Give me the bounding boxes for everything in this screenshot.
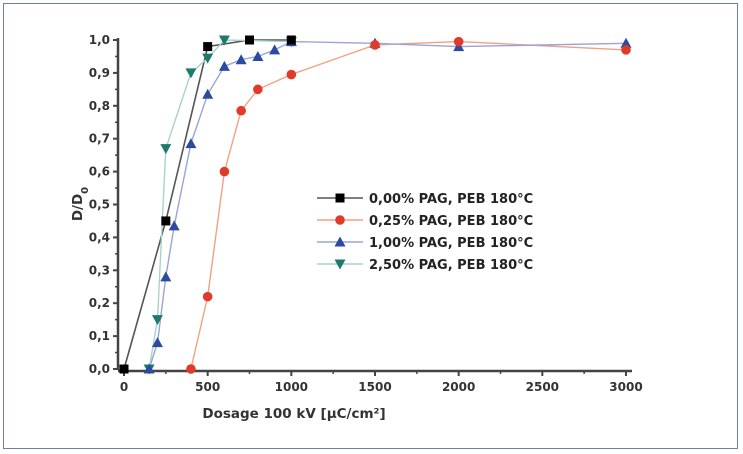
data-point-series-2 <box>202 88 214 99</box>
legend-label: 2,50% PAG, PEB 180°C <box>369 258 533 273</box>
x-tick-label: 1000 <box>275 380 308 394</box>
y-tick-label: 0,0 <box>89 362 110 376</box>
y-tick-label: 0,9 <box>89 66 110 80</box>
x-tick-label: 500 <box>195 380 220 394</box>
y-tick-label: 0,4 <box>89 230 110 244</box>
data-point-series-1 <box>253 84 263 95</box>
data-point-series-0 <box>161 216 171 226</box>
x-tick-label: 1500 <box>358 380 391 394</box>
y-axis-title: D/D0 <box>70 187 91 221</box>
legend-marker <box>334 259 346 270</box>
data-point-series-1 <box>370 40 380 50</box>
legend-item: 0,00% PAG, PEB 180°C <box>317 192 533 207</box>
y-tick-label: 1,0 <box>89 33 110 47</box>
x-tick-label: 0 <box>120 380 128 394</box>
data-point-series-3 <box>202 53 214 64</box>
data-point-series-1 <box>186 364 196 374</box>
y-axis-title-main: D/D <box>70 194 86 221</box>
data-point-series-0 <box>203 42 213 52</box>
data-point-series-3 <box>218 35 230 46</box>
x-tick-label: 2500 <box>526 380 559 394</box>
data-point-series-2 <box>185 138 197 149</box>
data-point-series-2 <box>620 37 632 48</box>
y-tick-label: 0,5 <box>89 198 110 212</box>
data-point-series-3 <box>185 68 197 79</box>
data-point-series-0 <box>245 35 254 45</box>
legend-label: 0,25% PAG, PEB 180°C <box>369 214 533 229</box>
legend-marker <box>335 193 345 203</box>
y-tick-label: 0,2 <box>89 296 110 310</box>
data-point-series-1 <box>219 166 230 177</box>
data-point-series-3 <box>160 144 172 155</box>
legend-marker <box>335 215 345 225</box>
y-tick-label: 0,6 <box>89 165 110 179</box>
data-point-series-0 <box>286 35 296 45</box>
data-point-series-0 <box>119 364 129 374</box>
data-point-series-2 <box>143 363 155 374</box>
legend: 0,00% PAG, PEB 180°C 0,25% PAG, PEB 180°C… <box>317 192 533 273</box>
figure-frame <box>3 3 738 449</box>
data-point-series-2 <box>269 44 281 55</box>
data-point-series-1 <box>236 105 246 116</box>
series-line-2 <box>148 40 627 370</box>
x-tick-label: 3000 <box>609 380 642 394</box>
data-point-series-1 <box>286 69 297 80</box>
y-axis-title-sub: 0 <box>80 187 91 194</box>
data-point-series-2 <box>168 220 180 231</box>
data-point-series-2 <box>160 271 172 282</box>
axes: 0,0 0,1 0,2 0,3 0,4 0,5 0,6 0,7 0,8 0,9 1,0 0 500 100… <box>89 33 643 394</box>
x-tick-label: 2000 <box>442 380 475 394</box>
legend-item: 2,50% PAG, PEB 180°C <box>317 258 533 273</box>
data-point-series-2 <box>218 60 230 71</box>
legend-marker <box>334 236 346 247</box>
y-tick-label: 0,7 <box>89 132 110 146</box>
data-point-series-2 <box>151 337 163 348</box>
legend-label: 0,00% PAG, PEB 180°C <box>369 192 533 207</box>
data-point-series-1 <box>453 36 464 47</box>
data-point-series-2 <box>252 50 264 61</box>
y-tick-label: 0,1 <box>89 329 110 343</box>
y-tick-label: 0,3 <box>89 263 110 277</box>
legend-item: 0,25% PAG, PEB 180°C <box>317 214 533 229</box>
data-point-series-2 <box>235 54 247 65</box>
data-point-series-1 <box>621 45 631 55</box>
legend-item: 1,00% PAG, PEB 180°C <box>317 236 533 251</box>
data-point-series-3 <box>151 315 163 326</box>
legend-label: 1,00% PAG, PEB 180°C <box>369 236 533 251</box>
x-axis-title: Dosage 100 kV [µC/cm²] <box>202 406 385 422</box>
y-tick-label: 0,8 <box>89 99 110 113</box>
series-markers <box>119 35 632 375</box>
data-point-series-1 <box>202 291 213 302</box>
